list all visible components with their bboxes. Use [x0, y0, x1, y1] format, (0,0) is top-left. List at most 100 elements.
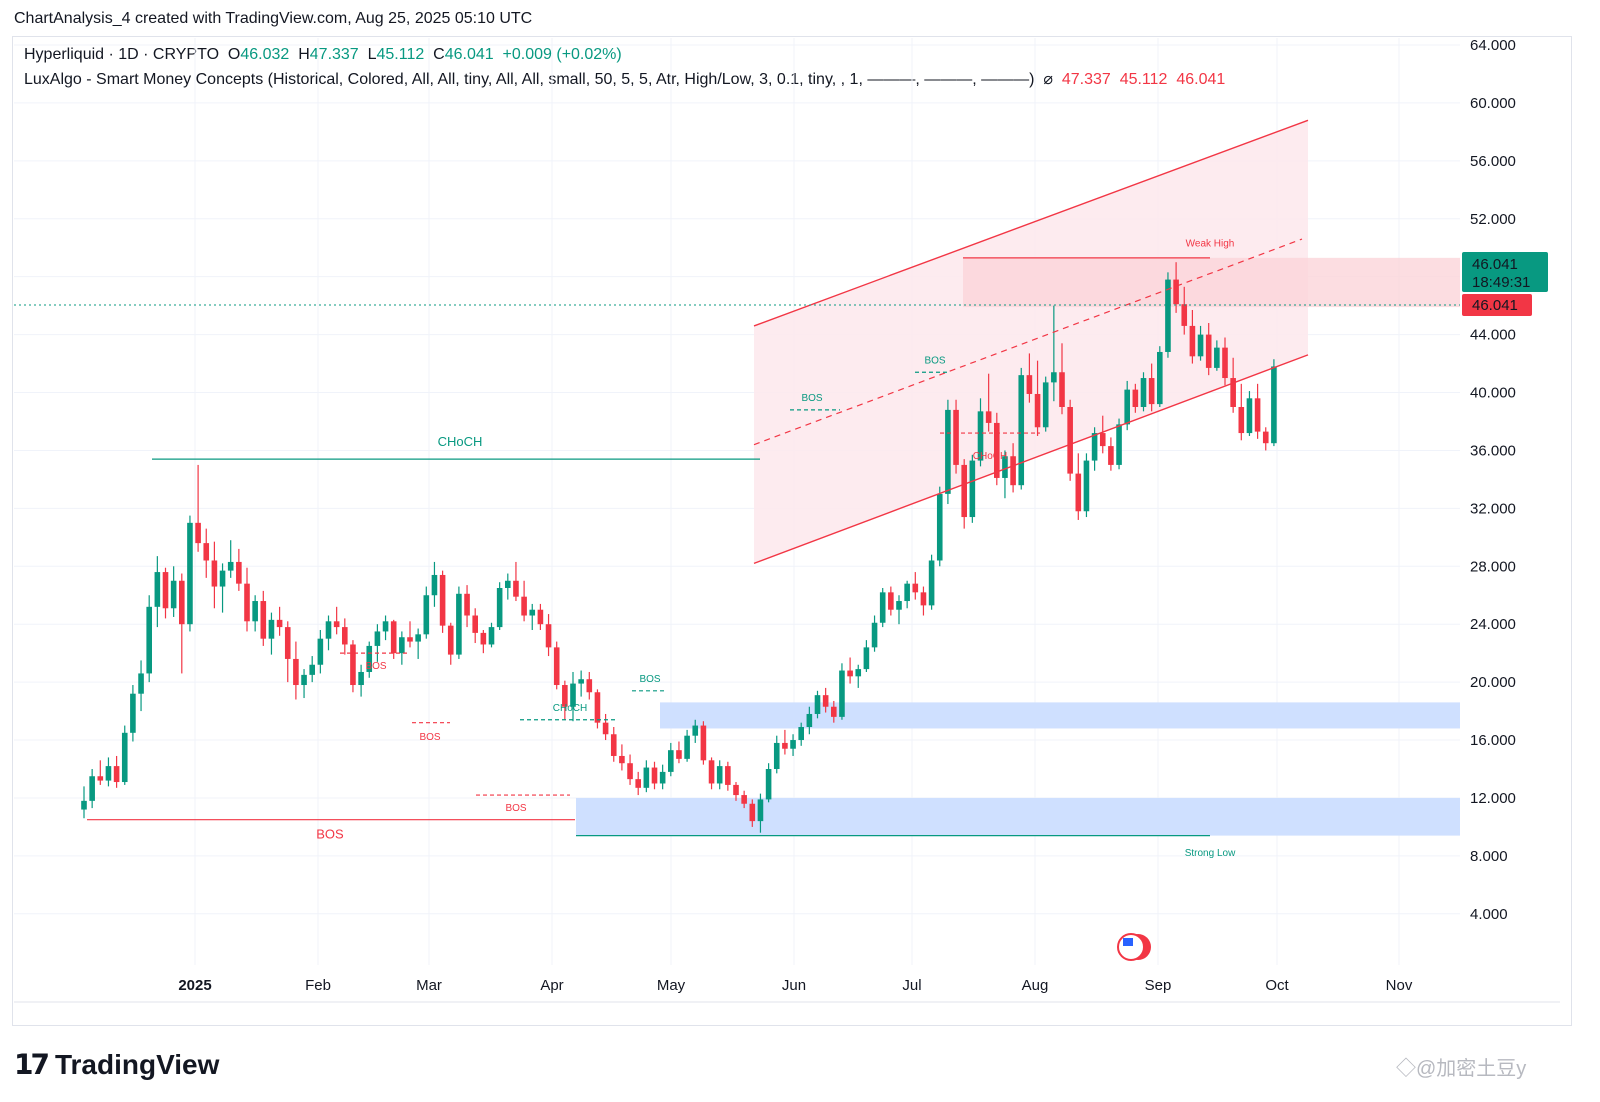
candle-body: [610, 734, 617, 756]
candle-body: [578, 679, 584, 684]
symbol-name[interactable]: Hyperliquid · 1D · CRYPTO: [24, 46, 220, 63]
x-tick-label: Oct: [1265, 977, 1289, 994]
candle-body: [195, 522, 201, 544]
y-tick-label: 40.000: [1470, 385, 1516, 402]
y-tick-label: 12.000: [1470, 790, 1516, 807]
chart-header: ChartAnalysis_4 created with TradingView…: [14, 10, 533, 27]
high-label: H: [298, 46, 310, 63]
candle-body: [1157, 351, 1163, 405]
candle-body: [342, 627, 348, 645]
candle-body: [1165, 279, 1171, 352]
candle-body: [407, 637, 413, 642]
candle-body: [879, 592, 886, 623]
candle-body: [733, 784, 739, 796]
candle-body: [1148, 378, 1155, 405]
x-tick-label: May: [657, 977, 686, 994]
candle-body: [936, 493, 943, 561]
high-value: 47.337: [309, 46, 359, 63]
candle-body: [521, 596, 527, 616]
candle-body: [643, 767, 650, 788]
candle-body: [399, 637, 405, 654]
candle-body: [89, 776, 95, 801]
symbol-legend[interactable]: Hyperliquid · 1D · CRYPTO O46.032 H47.33…: [24, 46, 622, 64]
candles: [81, 262, 1277, 833]
candle-body: [847, 670, 853, 677]
x-tick-label: Apr: [540, 977, 563, 994]
y-tick-label: 60.000: [1470, 95, 1516, 112]
candle-body: [945, 409, 951, 494]
candle-body: [896, 601, 902, 610]
weak-high-label: Weak High: [1186, 238, 1235, 249]
indicator-legend[interactable]: LuxAlgo - Smart Money Concepts (Historic…: [24, 69, 1225, 89]
candle-body: [252, 601, 258, 622]
candle-body: [366, 645, 373, 672]
candle-body: [1116, 424, 1122, 465]
candle-body: [1034, 393, 1041, 428]
candle-body: [855, 669, 862, 677]
x-tick-label: Aug: [1022, 977, 1049, 994]
indicator-name[interactable]: LuxAlgo - Smart Money Concepts (Historic…: [24, 71, 1035, 88]
candle-body: [81, 800, 87, 810]
candle-body: [545, 624, 552, 648]
candle-body: [1124, 389, 1130, 425]
candle-body: [211, 560, 218, 587]
candle-body: [782, 742, 788, 749]
us-flag-event-icon-front[interactable]: [1117, 933, 1145, 961]
candle-body: [382, 621, 389, 632]
last-price-badge: [1462, 252, 1548, 292]
candle-body: [260, 601, 267, 639]
bos-jul-label: BOS: [924, 356, 945, 367]
candle-body: [293, 658, 299, 686]
indicator-value-1: 47.337: [1061, 71, 1111, 88]
indicator-value-2: 45.112: [1119, 71, 1168, 88]
candle-body: [1214, 347, 1220, 368]
candle-body: [651, 767, 658, 784]
candle-body: [1262, 431, 1269, 444]
time-axis[interactable]: 2025 Feb Mar Apr May Jun Jul Aug Sep Oct Nov: [14, 977, 1560, 1003]
supply-zone: [963, 257, 1460, 308]
candle-body: [105, 766, 112, 781]
price-axis[interactable]: 64.00060.00056.00052.00048.00044.00040.0…: [1470, 37, 1516, 923]
candle-body: [464, 593, 470, 616]
candle-body: [488, 627, 495, 645]
candle-body: [203, 543, 210, 561]
candle-body: [1051, 372, 1057, 383]
x-tick-label: Mar: [416, 977, 442, 994]
tv-mark-icon: 𝟭𝟳: [14, 1049, 50, 1080]
candle-body: [562, 685, 568, 707]
candle-body: [814, 695, 821, 714]
candle-body: [276, 619, 283, 628]
candle-body: [390, 621, 397, 654]
candle-body: [333, 621, 340, 628]
candle-body: [961, 464, 967, 518]
close-value: 46.041: [444, 46, 494, 63]
candle-body: [977, 411, 984, 461]
candle-body: [1002, 456, 1008, 478]
candle-body: [1099, 433, 1106, 447]
candle-body: [162, 572, 169, 609]
y-tick-label: 64.000: [1470, 37, 1516, 54]
candle-body: [154, 572, 161, 607]
candle-body: [309, 664, 315, 675]
y-tick-label: 20.000: [1470, 674, 1516, 691]
candle-body: [187, 522, 193, 625]
candle-body: [496, 588, 503, 628]
x-tick-label: 2025: [178, 977, 211, 994]
candle-body: [113, 766, 120, 783]
candle-body: [1181, 304, 1188, 326]
candle-body: [1067, 407, 1073, 474]
y-tick-label: 4.000: [1470, 906, 1508, 923]
candle-body: [871, 622, 878, 648]
candle-body: [130, 693, 136, 733]
candle-body: [374, 631, 381, 646]
flag-canton: [1123, 938, 1133, 946]
candle-body: [1189, 325, 1196, 357]
choch-apr-label: CHoCH: [553, 703, 587, 714]
candle-body: [627, 763, 633, 780]
y-tick-label: 28.000: [1470, 558, 1516, 575]
eye-off-icon[interactable]: ⌀: [1043, 71, 1053, 88]
candle-body: [138, 673, 144, 694]
last-price-text: 46.041: [1472, 256, 1518, 273]
